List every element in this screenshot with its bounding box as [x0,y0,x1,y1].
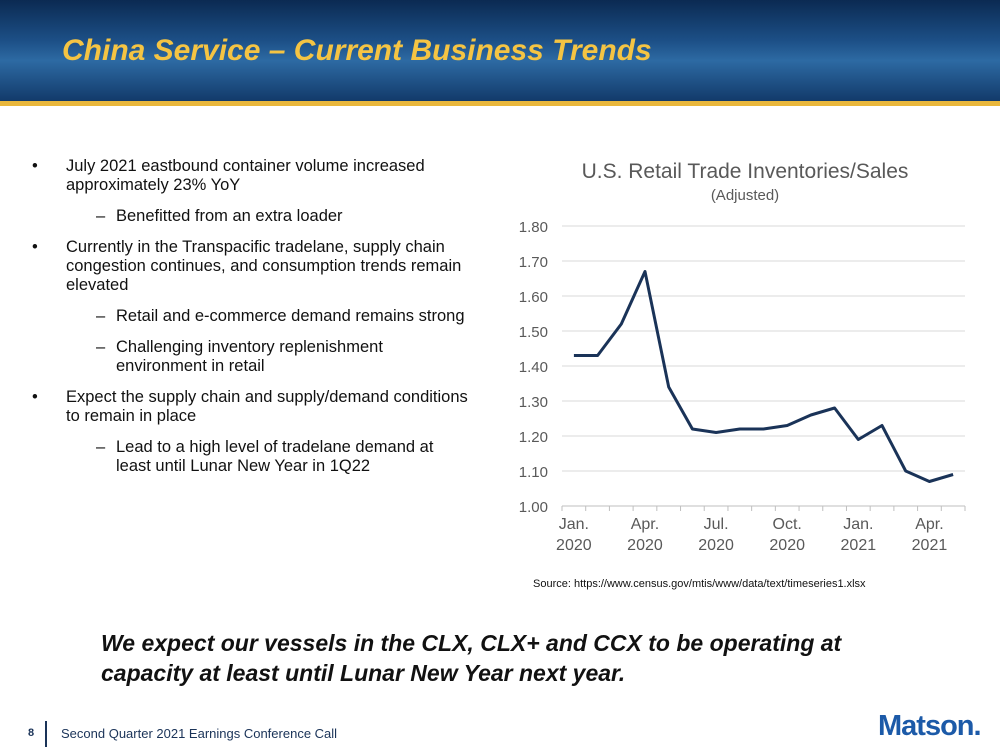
sub-bullet: Benefitted from an extra loader [30,207,470,226]
sub-bullet: Challenging inventory replenishment envi… [30,338,470,376]
bullet: Expect the supply chain and supply/deman… [30,388,470,426]
y-tick-label: 1.00 [519,499,548,516]
bullet-list: July 2021 eastbound container volume inc… [30,157,470,488]
chart-title: U.S. Retail Trade Inventories/Sales [582,160,909,183]
y-tick-label: 1.10 [519,464,548,481]
header-rule [0,101,1000,106]
chart-source: Source: https://www.census.gov/mtis/www/… [533,578,866,590]
x-tick-label: Jul. 2020 [698,516,734,554]
y-tick-label: 1.50 [519,324,548,341]
header-banner [0,0,1000,101]
sub-bullet: Retail and e-commerce demand remains str… [30,307,470,326]
footer-bar [45,721,47,747]
x-tick-label: Apr. 2021 [911,516,948,554]
chart-subtitle: (Adjusted) [711,187,779,204]
footer-text: Second Quarter 2021 Earnings Conference … [61,726,338,741]
y-tick-label: 1.20 [519,429,548,446]
x-tick-label: Apr. 2020 [627,516,663,554]
slide-title: China Service – Current Business Trends [62,34,652,67]
y-tick-label: 1.70 [519,254,548,271]
y-tick-label: 1.60 [519,289,548,306]
page-number: 8 [28,727,35,739]
y-tick-label: 1.40 [519,359,548,376]
logo: Matson. [878,710,982,742]
statement: We expect our vessels in the CLX, CLX+ a… [101,630,842,686]
bullet: Currently in the Transpacific tradelane,… [30,238,470,295]
bullet: July 2021 eastbound container volume inc… [30,157,470,195]
y-tick-label: 1.30 [519,394,548,411]
y-tick-label: 1.80 [519,219,548,236]
data-line [573,270,954,483]
x-tick-label: Jan. 2020 [556,516,592,554]
x-tick-label: Jan. 2021 [840,516,877,554]
sub-bullet: Lead to a high level of tradelane demand… [30,438,470,476]
x-tick-label: Oct. 2020 [769,516,805,554]
